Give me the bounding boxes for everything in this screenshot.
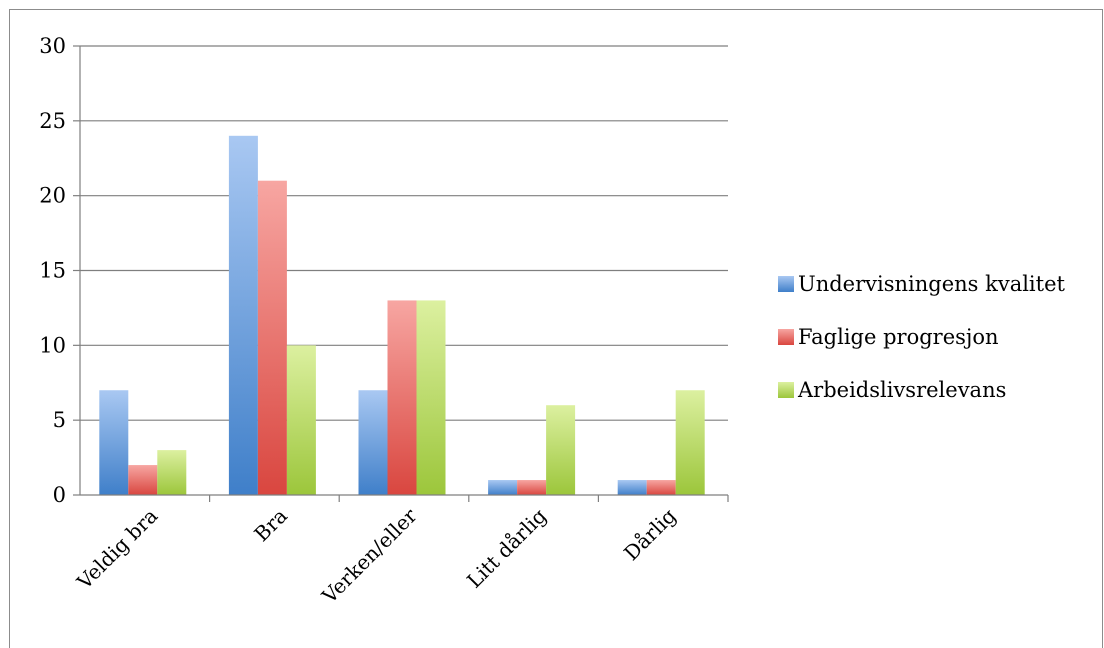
legend: Undervisningens kvalitet Faglige progresj… [778,272,1066,402]
legend-label: Undervisningens kvalitet [798,272,1066,296]
axes [73,45,729,502]
bar-undervisningens-kvalitet-4 [617,480,647,495]
bar-arbeidslivsrelevans-2 [416,300,446,495]
legend-swatch [778,329,794,345]
bar-faglige-progresjon-1 [257,180,287,495]
bar-arbeidslivsrelevans-4 [675,390,705,495]
legend-swatch [778,382,794,398]
y-tick-label: 0 [53,483,66,507]
legend-label: Arbeidslivsrelevans [797,378,1006,402]
y-tick-labels: 0 5 10 15 20 25 30 [39,34,66,507]
y-tick-label: 15 [39,259,66,283]
bar-faglige-progresjon-0 [128,465,158,495]
legend-swatch [778,276,794,292]
legend-label: Faglige progresjon [798,325,999,349]
chart-frame [9,9,1103,648]
y-tick-label: 25 [39,109,66,133]
bar-undervisningens-kvalitet-1 [228,135,258,496]
y-tick-label: 5 [53,408,66,432]
bar-undervisningens-kvalitet-2 [358,390,388,495]
bar-arbeidslivsrelevans-0 [157,450,187,495]
y-tick-label: 30 [39,34,66,58]
bar-undervisningens-kvalitet-3 [488,480,518,495]
bar-faglige-progresjon-3 [517,480,547,495]
bar-arbeidslivsrelevans-1 [286,345,316,495]
bar-faglige-progresjon-4 [646,480,676,495]
bars [99,135,705,496]
y-tick-label: 20 [39,184,66,208]
y-tick-label: 10 [39,333,66,357]
bar-arbeidslivsrelevans-3 [546,405,576,495]
bar-faglige-progresjon-2 [387,300,417,495]
bar-undervisningens-kvalitet-0 [99,390,129,495]
